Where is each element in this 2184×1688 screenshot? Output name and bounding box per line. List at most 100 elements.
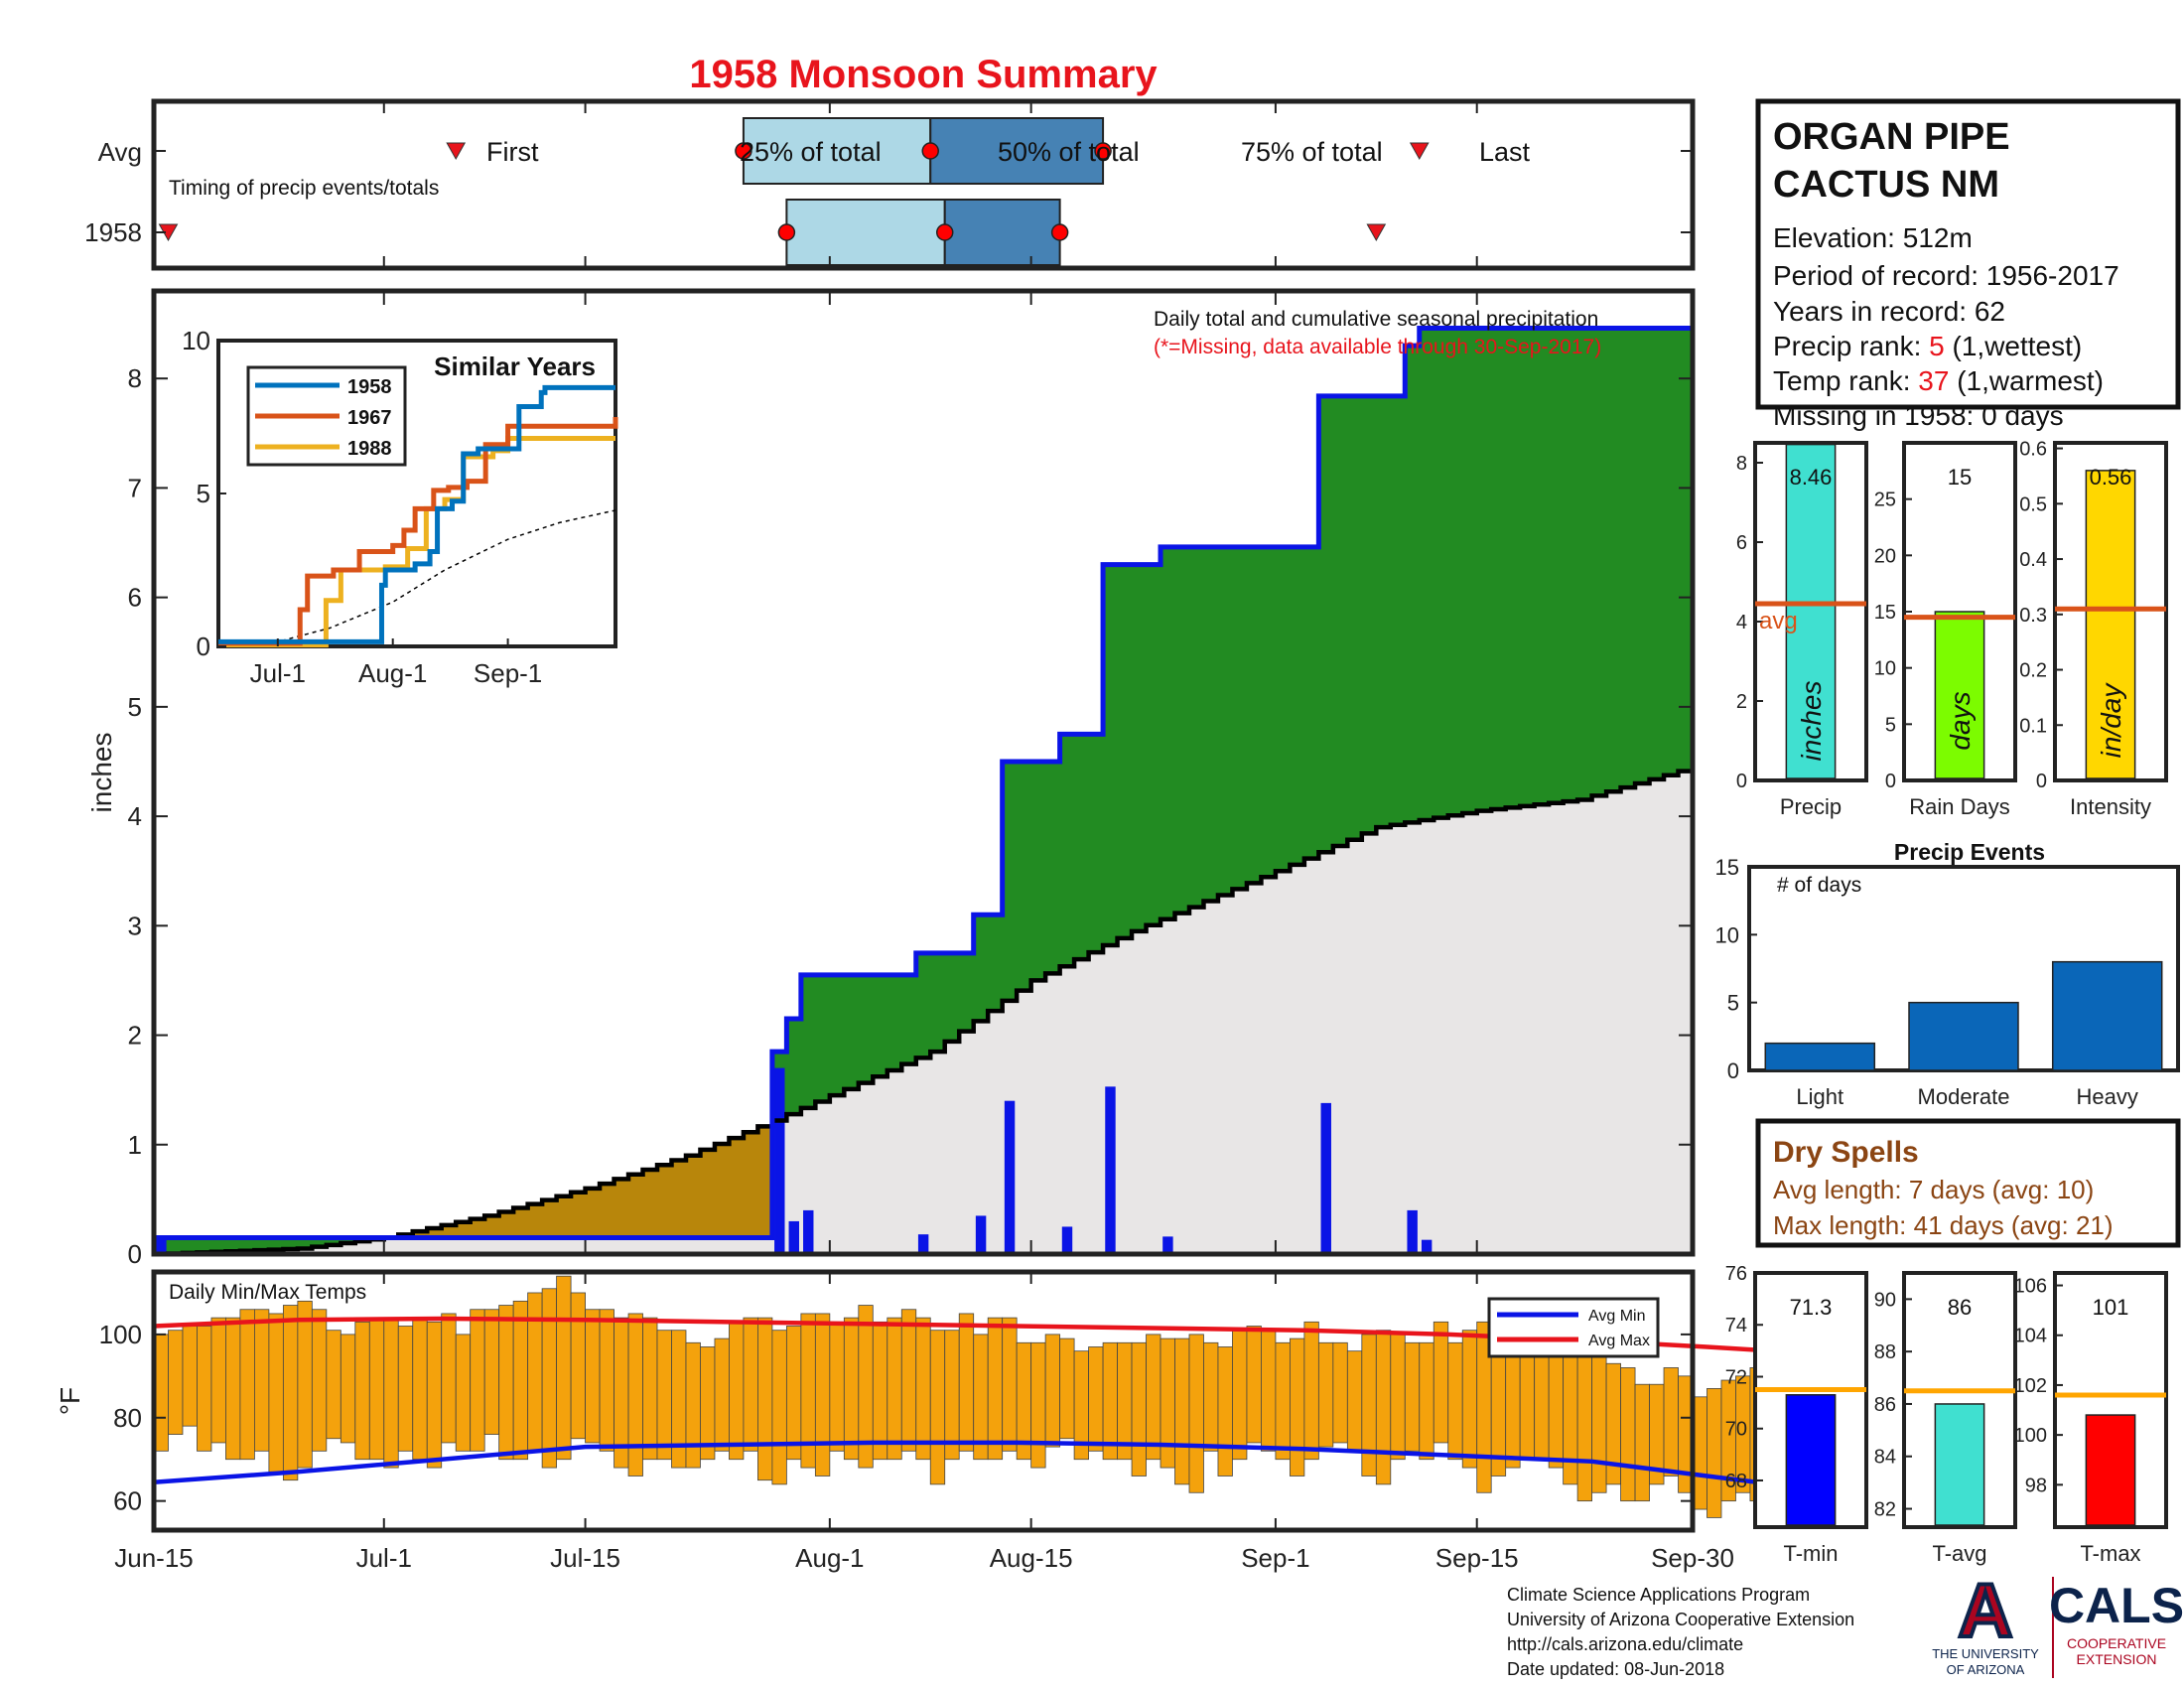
temp-summary-panels: 71.3 68 70 72 74 76 T-min 86 82 84 86 88 90 T-avg 101 9… [1725,1263,2168,1566]
dry-spells-title: Dry Spells [1773,1136,1919,1169]
temps-marks: 60 80 100 [99,1272,1809,1530]
daily-temp-range-bar [1088,1346,1104,1452]
legend-1967-label: 1967 [347,407,392,429]
small-panel-ytick-label: 4 [1736,612,1747,633]
precip-events-ylabel: # of days [1777,874,1861,897]
daily-temp-range-bar [1002,1317,1018,1452]
daily-temp-range-bar [1146,1334,1161,1461]
t-avg-value-label: 86 [1948,1295,1972,1320]
t-max-bar [2085,1414,2136,1526]
daily-temp-range-bar [1390,1334,1406,1461]
precip-axes-frame [151,288,1696,1257]
small-panel-ytick-label: 72 [1725,1366,1747,1388]
legend-avg-min-label: Avg Min [1588,1308,1646,1325]
timing-first-last-triangle [446,142,467,161]
ua-name-line2: OF ARIZONA [1947,1662,2025,1677]
intensity-value-label: 0.56 [2090,465,2132,490]
precip-ytick-label: 8 [128,363,142,393]
precip-events-category-label: Light [1796,1084,1843,1109]
similar-years-line-avg [217,509,616,647]
precip-ytick-label: 0 [128,1239,142,1269]
daily-temp-range-bar [714,1337,730,1452]
station-name-line2: CACTUS NM [1773,164,1999,206]
daily-temp-range-bar [368,1317,385,1461]
temp-rank-label: Temp rank: [1773,365,1918,396]
similar-years-line-1967 [218,417,618,646]
daily-temp-range-bar [642,1317,658,1461]
date-tick-label: Aug-1 [795,1543,864,1573]
timing-first-last-triangle [1409,142,1430,161]
daily-precip-bar [1421,1239,1433,1254]
precip-events-category-label: Moderate [1918,1084,2010,1109]
rain-days-name-label: Rain Days [1909,794,2009,819]
daily-temp-range-bar [1375,1330,1392,1485]
daily-temp-range-bar [1332,1341,1348,1444]
similar-xtick-label: Sep-1 [474,658,542,688]
daily-temp-range-bar [887,1317,902,1461]
intensity-unit-label: in/day [2096,682,2126,759]
precip-events-ytick-label: 5 [1727,991,1739,1016]
footer-line3: http://cals.arizona.edu/climate [1507,1634,1743,1654]
daily-temp-range-bar [785,1326,802,1461]
avg-min-temp-line [153,1440,1809,1491]
similar-years-legend: 1958 1967 1988 [246,365,407,467]
date-tick-label: Sep-15 [1435,1543,1519,1573]
ua-block-a: A [1959,1569,2013,1653]
cumulative-1958-line [154,325,1693,1240]
precip-avg-label: avg [1759,608,1798,634]
timing-quantile-dot [1094,142,1112,160]
precip-events-ytick-label: 0 [1727,1058,1739,1083]
rain-days-value-label: 15 [1948,465,1972,490]
date-tick-label: Aug-15 [990,1543,1073,1573]
daily-temp-range-bar [1361,1334,1377,1477]
precip-events-bar-light [1764,1042,1876,1071]
station-missing: Missing in 1958: 0 days [1773,400,2064,431]
timing-box-25-50 [742,117,932,185]
daily-temp-range-bar [1030,1341,1046,1469]
temp-rank-note: (1,warmest) [1949,365,2104,396]
daily-temp-range-bar [483,1309,500,1435]
small-panel-ytick-label: 98 [2025,1475,2047,1496]
timing-row-year-label: 1958 [84,217,142,247]
daily-precip-bar [1004,1100,1016,1254]
date-tick-label: Sep-1 [1241,1543,1309,1573]
daily-temp-range-bar [599,1309,614,1452]
intensity-name-label: Intensity [2070,794,2151,819]
small-panel-ytick-label: 10 [1874,658,1896,680]
daily-temp-range-bar [225,1317,241,1461]
above-average-surplus-area [154,328,1693,1254]
legend-avg-max-label: Avg Max [1588,1333,1650,1349]
daily-temp-range-bar [1117,1341,1133,1461]
daily-temp-range-bar [585,1309,601,1444]
daily-precip-bar [788,1220,799,1254]
daily-temp-range-bar [900,1309,917,1452]
small-panel-ytick-label: 20 [1874,545,1896,567]
daily-temp-range-bar [1289,1337,1305,1477]
small-panel-ytick-label: 2 [1736,691,1747,713]
daily-temp-range-bar [872,1321,888,1461]
timing-quantile-dot [935,223,954,241]
daily-temp-range-bar [1174,1337,1190,1485]
intensity-bar [2085,470,2136,779]
daily-precip-bar [1162,1236,1173,1254]
temps-legend: Avg Min Avg Max [1487,1297,1660,1358]
station-info-box: ORGAN PIPE CACTUS NM Elevation: 512m Per… [1755,98,2181,431]
timing-q50-label: 50% of total [998,137,1140,167]
date-tick-label: Sep-30 [1651,1543,1734,1573]
precip-ytick-label: 4 [128,801,142,831]
timing-q25-label: 25% of total [740,137,882,167]
daily-temp-range-bar [412,1317,428,1461]
daily-temp-range-bar [1548,1337,1565,1469]
precip-events-marks: Light Moderate Heavy 0 5 10 15 [1715,855,2163,1109]
temps-panel: 60 80 100 Daily Min/Max Temps °F Avg Min A… [55,1269,1809,1533]
cumulative-average-line [154,767,1696,1257]
t-min-bar [1785,1394,1837,1526]
daily-temp-range-bar [254,1309,270,1452]
daily-temp-range-bar [1461,1330,1478,1469]
small-panel-ytick-label: 68 [1725,1471,1747,1492]
daily-temp-range-bar [1317,1341,1334,1448]
daily-temp-range-bar [700,1346,716,1461]
precip-bar [1785,443,1837,779]
daily-temp-range-bar [729,1321,745,1461]
